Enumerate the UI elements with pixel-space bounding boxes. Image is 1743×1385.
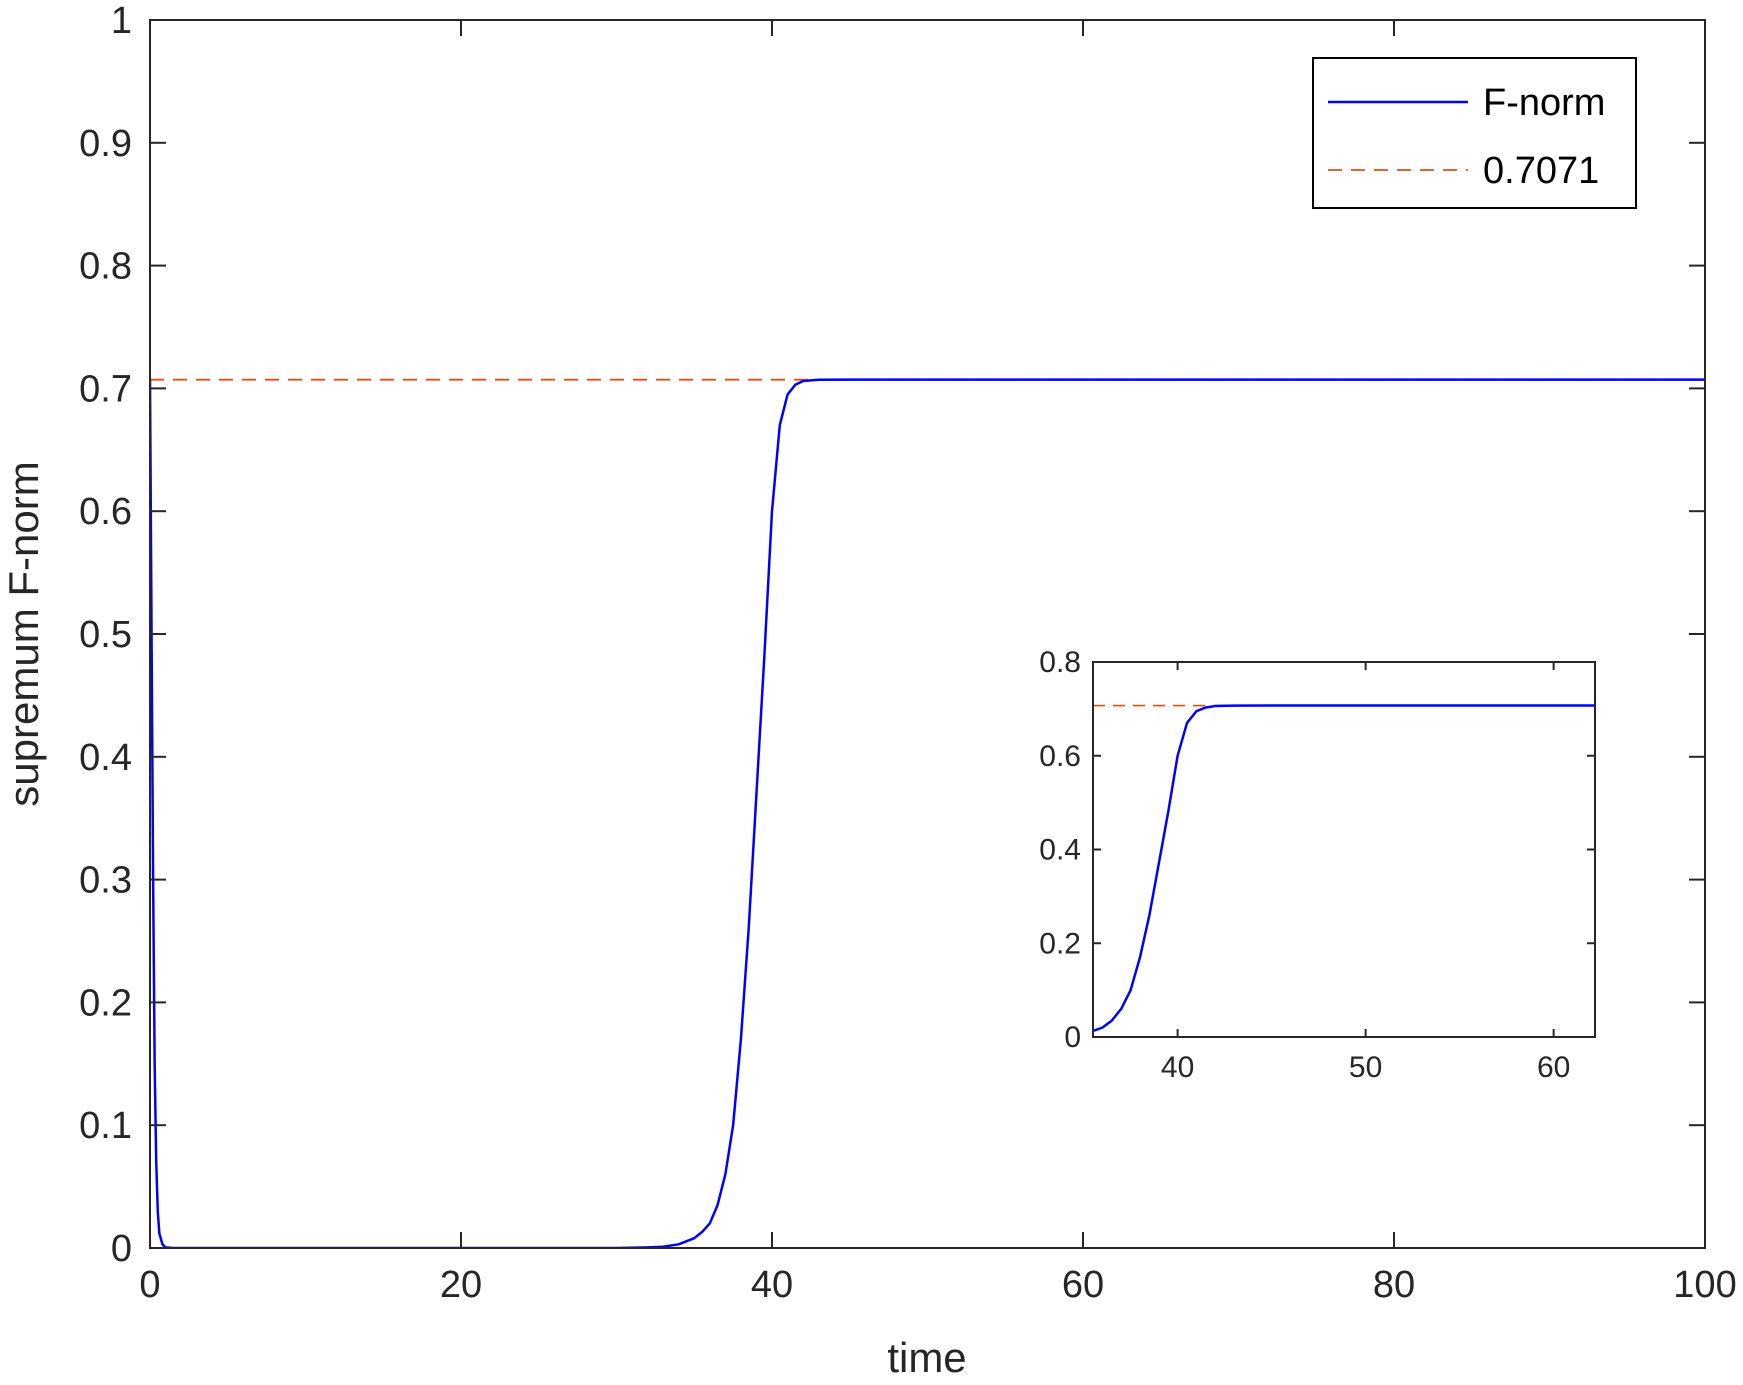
legend-label-f-norm: F-norm <box>1483 82 1605 124</box>
main-y-tick-label: 0.6 <box>79 491 132 533</box>
inset-x-tick-label: 40 <box>1161 1051 1194 1084</box>
main-x-tick-label: 80 <box>1373 1264 1415 1306</box>
main-x-tick-label: 100 <box>1673 1264 1736 1306</box>
main-y-tick-label: 0.1 <box>79 1105 132 1147</box>
inset-x-tick-label: 60 <box>1537 1051 1570 1084</box>
main-y-tick-label: 0.3 <box>79 860 132 902</box>
inset-y-tick-label: 0.4 <box>1039 834 1081 867</box>
inset-series-f-norm-line <box>1093 704 1595 1033</box>
main-y-tick-label: 0.5 <box>79 614 132 656</box>
legend-label-reference: 0.7071 <box>1483 150 1599 192</box>
main-x-tick-label: 20 <box>440 1264 482 1306</box>
legend-box <box>1312 57 1637 209</box>
main-y-tick-label: 0.8 <box>79 246 132 288</box>
y-axis-label: supremum F-norm <box>0 461 47 806</box>
main-y-tick-label: 0.9 <box>79 123 132 165</box>
inset-y-tick-label: 0.2 <box>1039 927 1081 960</box>
main-x-tick-label: 60 <box>1062 1264 1104 1306</box>
main-y-tick-label: 1 <box>111 0 132 42</box>
inset-y-tick-label: 0 <box>1064 1021 1081 1054</box>
x-axis-label: time <box>887 1334 966 1381</box>
main-x-tick-label: 40 <box>751 1264 793 1306</box>
legend: F-norm 0.7071 <box>1312 57 1637 209</box>
inset-plot-area <box>1093 662 1595 1037</box>
main-series-f-norm-line <box>150 378 1705 1248</box>
main-curves <box>150 378 1705 1248</box>
main-y-tick-label: 0 <box>111 1228 132 1270</box>
inset-y-tick-label: 0.8 <box>1039 646 1081 679</box>
main-y-tick-label: 0.4 <box>79 737 132 779</box>
main-series-group <box>150 378 1705 1248</box>
main-x-tick-label: 0 <box>139 1264 160 1306</box>
inset-x-tick-label: 50 <box>1349 1051 1382 1084</box>
main-y-tick-label: 0.7 <box>79 368 132 410</box>
inset-curves <box>1093 704 1595 1033</box>
main-y-tick-label: 0.2 <box>79 982 132 1024</box>
inset-axes: 40 50 60 0 0.2 0.4 0.6 0.8 <box>1039 646 1596 1084</box>
inset-series-group <box>1093 704 1595 1033</box>
inset-y-tick-label: 0.6 <box>1039 740 1081 773</box>
main-plot-area <box>150 20 1705 1248</box>
main-axes: 0 20 40 60 80 100 0 0.1 0.2 0.3 0.4 0.5 0.6 0.7 0.8 0.9… <box>79 0 1737 1306</box>
